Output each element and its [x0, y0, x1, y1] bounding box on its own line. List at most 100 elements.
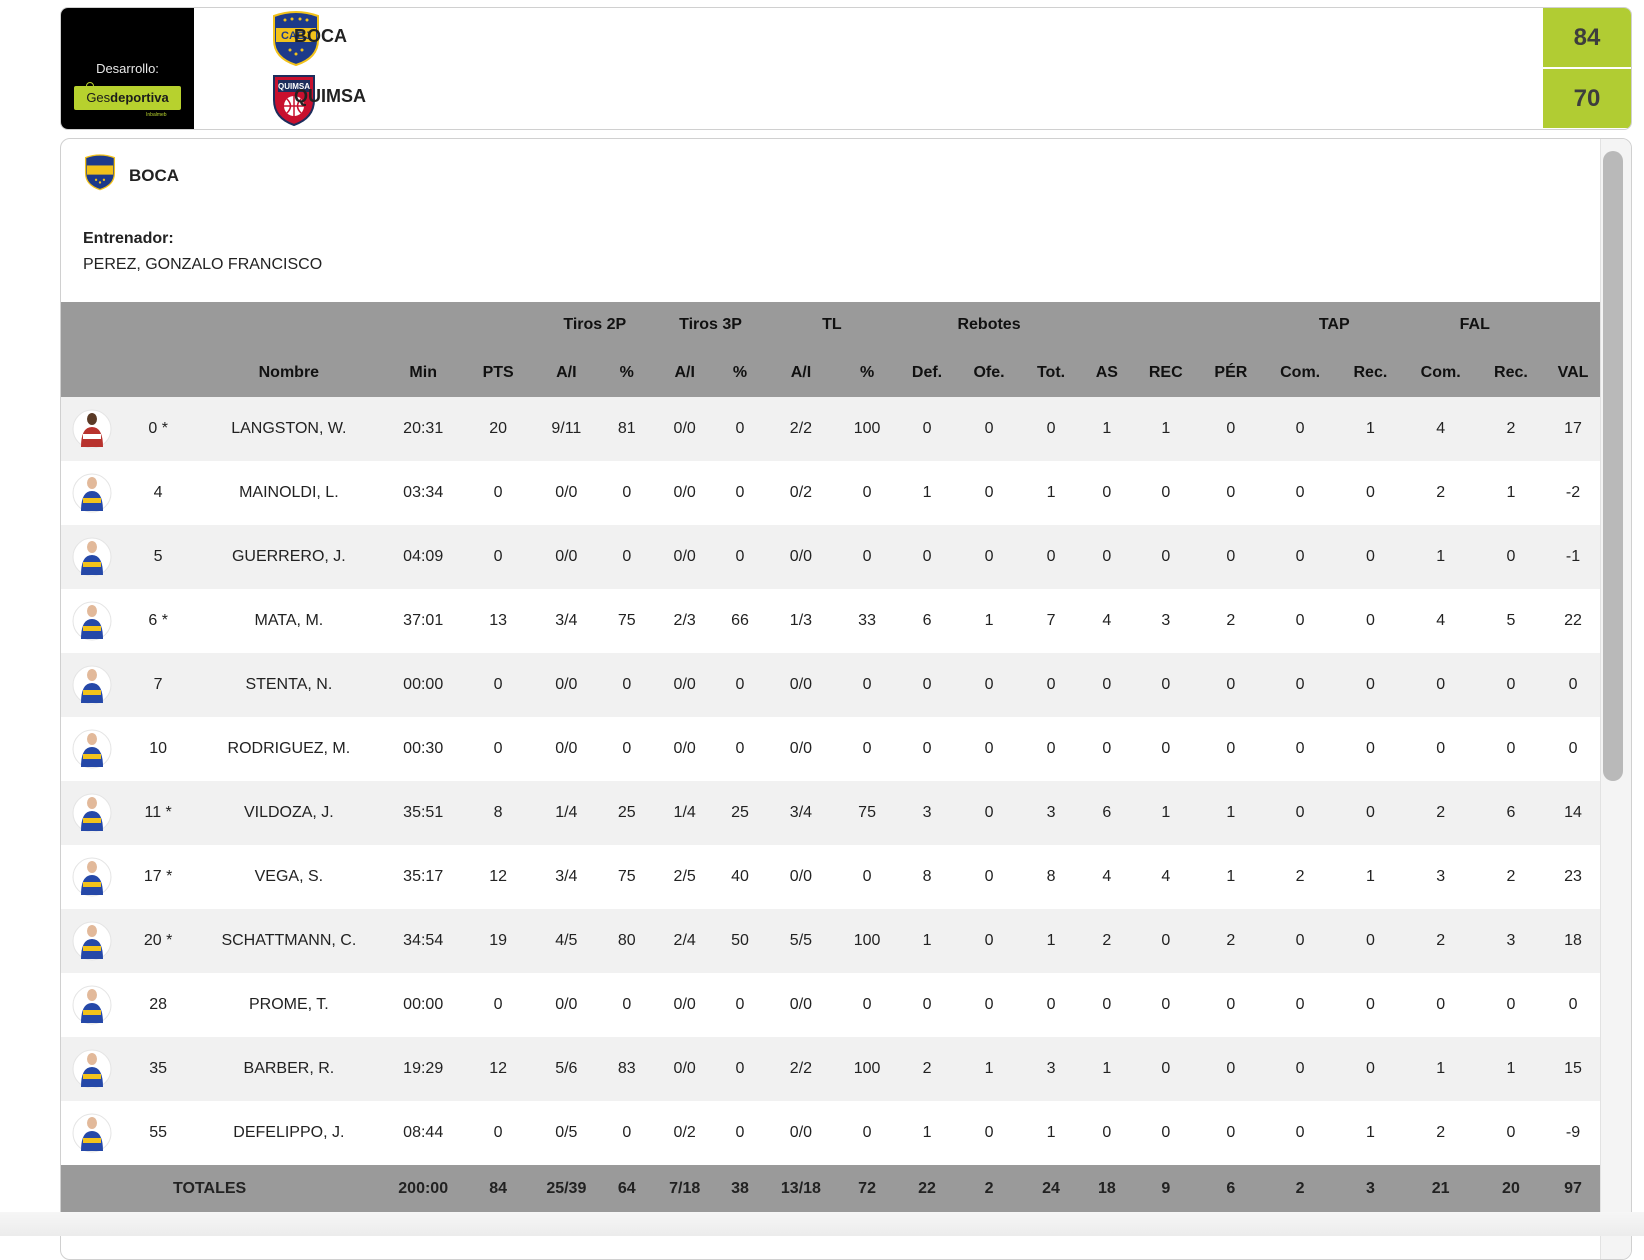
player-name-link[interactable]: MATA, M. — [254, 612, 324, 629]
stat-cell: 0 — [1046, 420, 1056, 437]
boca-crest-icon — [84, 154, 116, 191]
stat-cell: 0/0 — [673, 740, 696, 757]
stat-cell: 0 — [1295, 1124, 1305, 1141]
player-avatar[interactable] — [61, 589, 123, 653]
col-header[interactable]: Tot. — [1036, 363, 1066, 381]
developer-banner[interactable]: Desarrollo: Gesdeportiva Inbalmeb — [61, 8, 194, 129]
table-row[interactable]: 11 * VILDOZA, J. 35:51 8 1/4 25 1/4 25 3/4 75 3 0 3 6… — [61, 781, 1601, 845]
col-header[interactable]: REC — [1148, 363, 1183, 381]
stat-cell: 0 — [1226, 676, 1236, 693]
player-name-link[interactable]: MAINOLDI, L. — [239, 484, 339, 501]
totals-cell: 3 — [1365, 1179, 1375, 1197]
player-name-link[interactable]: STENTA, N. — [245, 676, 333, 693]
player-avatar[interactable] — [61, 845, 123, 909]
col-header[interactable]: A/I — [790, 363, 812, 381]
stat-cell: 0 — [1102, 996, 1112, 1013]
stat-cell: 75 — [617, 612, 636, 629]
table-row[interactable]: 5 GUERRERO, J. 04:09 0 0/0 0 0/0 0 0/0 0 0 0 0 0 0 0 0 0 1… — [61, 525, 1601, 589]
col-header[interactable]: PÉR — [1214, 363, 1248, 381]
stat-cell: 0 — [922, 996, 932, 1013]
col-header[interactable]: Rec. — [1353, 363, 1388, 381]
player-number: 10 — [149, 740, 168, 757]
col-header[interactable]: Ofe. — [973, 363, 1005, 381]
player-name-link[interactable]: DEFELIPPO, J. — [233, 1124, 345, 1141]
col-header[interactable]: Def. — [911, 363, 943, 381]
stat-cell: 1 — [1102, 420, 1112, 437]
player-avatar[interactable] — [61, 1037, 123, 1101]
table-row[interactable]: 10 RODRIGUEZ, M. 00:30 0 0/0 0 0/0 0 0/0 0 0 0 0 0 0 0 0… — [61, 717, 1601, 781]
col-header[interactable]: Nombre — [258, 363, 320, 381]
away-team-row[interactable]: QUIMSA QUIMSA — [211, 68, 1491, 128]
score-header: Desarrollo: Gesdeportiva Inbalmeb CABJ B… — [60, 7, 1632, 130]
vertical-scrollbar[interactable] — [1600, 139, 1631, 1259]
col-header[interactable]: % — [859, 363, 875, 381]
stat-cell: 0 — [1295, 612, 1305, 629]
col-header[interactable]: A/I — [556, 363, 577, 381]
quimsa-crest-icon: QUIMSA — [273, 75, 315, 126]
stat-cell: 4 — [1436, 612, 1446, 629]
scrollbar-thumb[interactable] — [1603, 151, 1623, 781]
col-header[interactable]: Com. — [1280, 363, 1321, 381]
totals-row: TOTALES 200:00 84 25/39 64 7/18 38 13/18… — [61, 1165, 1601, 1212]
player-avatar[interactable] — [61, 653, 123, 717]
table-row[interactable]: 17 * VEGA, S. 35:17 12 3/4 75 2/5 40 0/0 0 8 0 8 4 4 1 2… — [61, 845, 1601, 909]
player-name-link[interactable]: VEGA, S. — [254, 868, 324, 885]
stat-cell: 0 — [1161, 932, 1171, 949]
stat-cell: 1 — [1506, 484, 1516, 501]
player-avatar[interactable] — [61, 781, 123, 845]
col-header[interactable]: Min — [409, 363, 437, 381]
player-photo-icon — [72, 921, 112, 961]
player-name-link[interactable]: RODRIGUEZ, M. — [227, 740, 351, 757]
player-name-link[interactable]: GUERRERO, J. — [231, 548, 346, 565]
col-group-rebotes: Rebotes — [957, 316, 1021, 333]
table-row[interactable]: 4 MAINOLDI, L. 03:34 0 0/0 0 0/0 0 0/2 0 1 0 1 0 0 0 0 0 2… — [61, 461, 1601, 525]
table-row[interactable]: 7 STENTA, N. 00:00 0 0/0 0 0/0 0 0/0 0 0 0 0 0 0 0 0 0 0 0 0 — [61, 653, 1601, 717]
stat-cell: 0 — [735, 1060, 745, 1077]
totals-cell: 72 — [858, 1179, 876, 1197]
player-avatar[interactable] — [61, 525, 123, 589]
stat-cell: 100 — [853, 420, 881, 437]
table-row[interactable]: 35 BARBER, R. 19:29 12 5/6 83 0/0 0 2/2 100 2 1 3 1 0 0… — [61, 1037, 1601, 1101]
col-header[interactable]: % — [732, 363, 748, 381]
home-team-row[interactable]: CABJ BOCA — [211, 8, 1491, 68]
player-name-link[interactable]: LANGSTON, W. — [231, 420, 347, 437]
player-avatar[interactable] — [61, 397, 123, 461]
stat-cell: 1 — [1365, 868, 1375, 885]
player-avatar[interactable] — [61, 973, 123, 1037]
col-header[interactable]: Com. — [1420, 363, 1461, 381]
col-header[interactable]: PTS — [482, 363, 514, 381]
svg-text:CABJ: CABJ — [281, 30, 311, 42]
stat-cell: 0 — [735, 484, 745, 501]
totals-cell: 9 — [1161, 1179, 1171, 1197]
col-header[interactable]: AS — [1095, 363, 1118, 381]
player-name-link[interactable]: BARBER, R. — [243, 1060, 335, 1077]
player-number: 28 — [149, 996, 168, 1013]
stat-cell: 3/4 — [555, 868, 578, 885]
stat-cell: 1/4 — [555, 804, 578, 821]
player-number: 55 — [149, 1124, 168, 1141]
stat-cell: 0 — [862, 740, 872, 757]
totals-cell: 2 — [984, 1179, 994, 1197]
developer-label: Desarrollo: — [96, 61, 159, 76]
stat-cell: 1 — [1506, 1060, 1516, 1077]
player-avatar[interactable] — [61, 1101, 123, 1165]
player-avatar[interactable] — [61, 461, 123, 525]
table-row[interactable]: 55 DEFELIPPO, J. 08:44 0 0/5 0 0/2 0 0/0 0 1 0 1 0 0 0 0… — [61, 1101, 1601, 1165]
player-name-link[interactable]: VILDOZA, J. — [243, 804, 334, 821]
table-row[interactable]: 6 * MATA, M. 37:01 13 3/4 75 2/3 66 1/3 33 6 1 7 4 3 2 0… — [61, 589, 1601, 653]
player-avatar[interactable] — [61, 909, 123, 973]
col-header[interactable]: % — [619, 363, 634, 381]
col-header[interactable]: Rec. — [1494, 363, 1528, 381]
player-name-link[interactable]: PROME, T. — [249, 996, 329, 1013]
table-row[interactable]: 28 PROME, T. 00:00 0 0/0 0 0/0 0 0/0 0 0 0 0 0 0 0 0 0 0 0 0 — [61, 973, 1601, 1037]
stat-cell: 0 — [1506, 1124, 1516, 1141]
stat-cell: 0 — [1102, 676, 1112, 693]
col-header[interactable]: VAL — [1557, 363, 1589, 381]
table-row[interactable]: 0 * LANGSTON, W. 20:31 20 9/11 81 0/0 0 2/2 100 0 0… — [61, 397, 1601, 461]
stat-cell: 2 — [1436, 804, 1446, 821]
col-header[interactable]: A/I — [674, 363, 695, 381]
player-avatar[interactable] — [61, 717, 123, 781]
player-name-link[interactable]: SCHATTMANN, C. — [221, 932, 357, 949]
stat-cell: 04:09 — [403, 548, 444, 565]
table-row[interactable]: 20 * SCHATTMANN, C. 34:54 19 4/5 80 2/4 50 5/5 10… — [61, 909, 1601, 973]
